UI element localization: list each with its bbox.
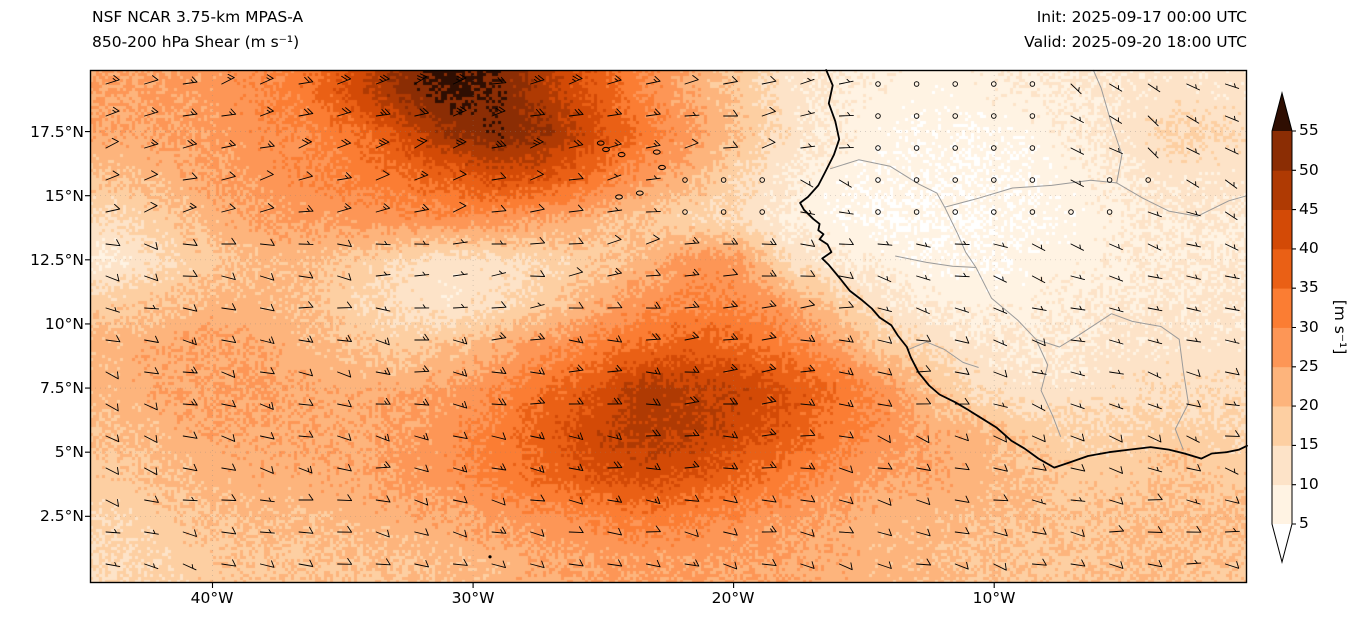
calm-circle-icon xyxy=(1029,113,1036,119)
colorbar-tick-label: 20 xyxy=(1299,396,1319,414)
island-outline xyxy=(615,194,623,200)
calm-circle-icon xyxy=(682,177,688,183)
calm-circle-icon xyxy=(913,145,920,151)
island-outline xyxy=(602,146,610,153)
colorbar-tick-label: 5 xyxy=(1299,514,1309,532)
map-frame xyxy=(89,69,1248,584)
colorbar-over-arrow xyxy=(1272,93,1292,131)
colorbar-tick-label: 40 xyxy=(1299,239,1319,257)
lat-tick-label: 17.5°N xyxy=(30,123,84,141)
calm-circle-icon xyxy=(875,81,881,87)
calm-circle-icon xyxy=(913,177,920,183)
colorbar-tick-label: 50 xyxy=(1299,161,1319,179)
island-outline xyxy=(658,164,666,171)
calm-circle-icon xyxy=(1029,81,1036,87)
lon-tick-label: 40°W xyxy=(190,589,234,607)
colorbar-band xyxy=(1272,366,1292,407)
axis-ticks xyxy=(85,131,995,588)
graticule xyxy=(90,70,1247,583)
model-title: NSF NCAR 3.75-km MPAS-A xyxy=(92,8,304,26)
calm-circle-icon xyxy=(1029,145,1036,151)
colorbar-tick-label: 35 xyxy=(1299,278,1319,296)
colorbar-band xyxy=(1272,406,1292,446)
country-borders xyxy=(829,69,1248,450)
calm-circle-icon xyxy=(991,145,997,151)
calm-circle-icon xyxy=(1106,177,1113,183)
colorbar-band xyxy=(1272,248,1292,289)
lat-tick-label: 15°N xyxy=(44,187,84,205)
colorbar-band xyxy=(1272,484,1292,525)
lat-tick-label: 7.5°N xyxy=(40,379,84,397)
colorbar-ticks xyxy=(1292,130,1296,525)
calm-circle-icon xyxy=(875,209,881,215)
colorbar-band xyxy=(1272,209,1292,250)
calm-circle-icon xyxy=(952,177,958,183)
calm-circle-icon xyxy=(952,145,958,151)
colorbar-band xyxy=(1272,288,1292,328)
colorbar-band xyxy=(1272,170,1292,210)
calm-circle-icon xyxy=(682,209,688,215)
wind-barbs xyxy=(105,73,1240,571)
calm-circle-icon xyxy=(1029,177,1036,183)
calm-circle-icon xyxy=(913,81,920,87)
calm-circle-icon xyxy=(991,81,997,87)
lon-tick-label: 20°W xyxy=(711,589,755,607)
colorbar-under-arrow xyxy=(1272,524,1292,562)
colorbar-band xyxy=(1272,445,1292,486)
colorbar-band xyxy=(1272,327,1292,368)
calm-circle-icon xyxy=(952,81,958,87)
calm-circle-icon xyxy=(1145,177,1151,183)
calm-circle-icon xyxy=(875,177,881,183)
map-overlay xyxy=(85,69,1248,588)
calm-circle-icon xyxy=(991,209,997,215)
colorbar-tick-label: 10 xyxy=(1299,475,1319,493)
colorbar-tick-label: 45 xyxy=(1299,200,1319,218)
colorbar-tick-label: 25 xyxy=(1299,357,1319,375)
calm-circle-icon xyxy=(913,113,920,119)
calm-circle-icon xyxy=(1068,209,1074,215)
colorbar-band xyxy=(1272,131,1292,171)
calm-circle-icon xyxy=(1029,209,1036,215)
colorbar xyxy=(1271,91,1296,564)
colorbar-tick-label: 15 xyxy=(1299,435,1319,453)
calm-circle-icon xyxy=(913,209,920,215)
calm-circle-icon xyxy=(991,113,997,119)
valid-time: Valid: 2025-09-20 18:00 UTC xyxy=(1024,33,1247,51)
init-time: Init: 2025-09-17 00:00 UTC xyxy=(1036,8,1247,26)
calm-circle-icon xyxy=(759,209,765,215)
field-title: 850-200 hPa Shear (m s⁻¹) xyxy=(92,33,300,51)
island-outline xyxy=(652,149,661,155)
colorbar-tick-label: 30 xyxy=(1299,318,1319,336)
colorbar-unit-label: [m s⁻¹] xyxy=(1331,299,1349,355)
island-outline xyxy=(635,190,644,196)
lon-tick-label: 30°W xyxy=(451,589,495,607)
lat-tick-label: 5°N xyxy=(54,443,84,461)
calm-circle-icon xyxy=(991,177,997,183)
colorbar-tick-label: 55 xyxy=(1299,121,1319,139)
lat-tick-label: 2.5°N xyxy=(40,507,84,525)
island-outline xyxy=(596,140,605,146)
lat-tick-label: 10°N xyxy=(44,315,84,333)
calm-circle-icon xyxy=(875,145,881,151)
calm-circle-icon xyxy=(1106,209,1113,215)
calm-circle-icon xyxy=(952,113,958,119)
calm-circle-icon xyxy=(952,209,958,215)
coastline xyxy=(799,69,1248,469)
calm-circle-icon xyxy=(759,177,765,183)
calm-circle-icon xyxy=(720,209,727,215)
lat-tick-label: 12.5°N xyxy=(30,251,84,269)
island-outline xyxy=(617,152,626,158)
shear-heatmap xyxy=(90,70,1247,583)
islet-dot xyxy=(488,555,492,559)
calm-circle-icon xyxy=(875,113,881,119)
calm-circle-icon xyxy=(720,177,727,183)
lon-tick-label: 10°W xyxy=(972,589,1016,607)
